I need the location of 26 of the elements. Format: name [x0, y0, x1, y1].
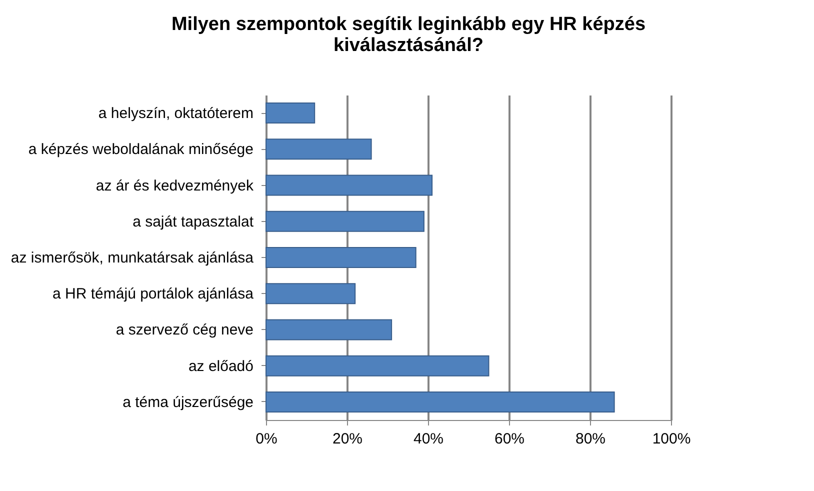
y-tick-label: a saját tapasztalat	[132, 213, 254, 230]
y-tick-label: a téma újszerűsége	[122, 394, 254, 411]
y-tick-label: a HR témájú portálok ajánlása	[52, 286, 254, 303]
bar	[266, 138, 372, 160]
bar	[266, 247, 416, 268]
text: Milyen szempontok segítik leginkább egy HR képzés	[171, 14, 646, 35]
text: kiválasztásánál?	[334, 35, 484, 56]
x-tick-label: 0%	[256, 430, 278, 448]
x-tick-label: 60%	[494, 430, 525, 448]
bar	[266, 210, 424, 232]
bar	[266, 102, 316, 124]
y-tick-label: az ismerősök, munkatársak ajánlása	[10, 250, 254, 266]
x-tick-label: 100%	[652, 430, 691, 448]
bar	[266, 283, 356, 304]
bar	[266, 391, 615, 412]
y-tick-label: az előadó	[188, 358, 254, 375]
x-tick-label: 40%	[413, 430, 444, 448]
y-tick-label: az ár és kedvezmények	[96, 177, 254, 194]
x-tick-label: 20%	[332, 430, 363, 448]
bar	[266, 319, 392, 340]
bar	[266, 355, 490, 376]
x-tick-label: 80%	[575, 430, 606, 448]
y-tick-label: a szervező cég neve	[116, 322, 254, 339]
y-tick-label: a képzés weboldalának minősége	[28, 141, 254, 158]
y-tick-label: a helyszín, oktatóterem	[98, 105, 254, 122]
bar	[266, 174, 433, 196]
